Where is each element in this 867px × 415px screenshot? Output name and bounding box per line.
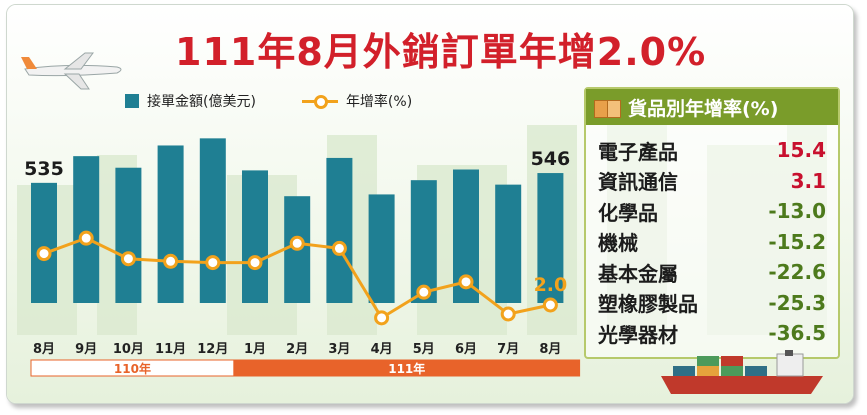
panel-header: 貨品別年增率(%) [586, 89, 838, 125]
row-value: -13.0 [768, 199, 826, 224]
line-point [289, 235, 305, 251]
infographic-frame: 535 546 2.0 8月 9月 10月 11月 12月 1月 2月 3月 4月 5月 6月 7月 8月 … [6, 4, 854, 404]
row-value: -15.2 [768, 229, 826, 254]
boxes-icon [594, 98, 621, 118]
row-value: 3.1 [790, 168, 826, 193]
bar [495, 184, 522, 303]
x-tick-label: 1月 [244, 342, 266, 357]
cargo-ship-icon [661, 350, 823, 394]
row-name: 資訊通信 [598, 170, 678, 195]
line-point [331, 240, 347, 256]
panel-title: 貨品別年增率(%) [628, 97, 779, 120]
x-tick-label: 4月 [371, 342, 393, 357]
panel-rows: 電子產品 15.4 資訊通信 3.1 化學品 -13.0 機械 -15.2 基本金屬 -2… [598, 135, 826, 349]
x-tick-label: 10月 [113, 342, 144, 357]
legend-bar-label: 接單金額(億美元) [147, 94, 256, 110]
x-tick-label: 8月 [539, 342, 561, 357]
x-tick-label: 7月 [497, 342, 519, 357]
legend: 接單金額(億美元) 年增率(%) [125, 91, 412, 111]
line-point [500, 306, 516, 322]
bar [368, 194, 395, 303]
x-tick-label: 9月 [75, 342, 97, 357]
row-value: 15.4 [776, 138, 826, 163]
bar-data-label: 546 [531, 148, 571, 170]
x-tick-label: 5月 [413, 342, 435, 357]
list-item: 基本金屬 -22.6 [598, 257, 826, 288]
line-point [458, 274, 474, 290]
list-item: 資訊通信 3.1 [598, 166, 826, 197]
year-label: 111年 [388, 361, 425, 376]
x-tick-label: 12月 [197, 342, 228, 357]
x-tick-label: 8月 [33, 342, 55, 357]
list-item: 化學品 -13.0 [598, 196, 826, 227]
line-point [36, 246, 52, 262]
row-name: 基本金屬 [598, 261, 678, 286]
line-point [542, 297, 558, 313]
x-tick-label: 6月 [455, 342, 477, 357]
bar-series [31, 138, 564, 303]
bar [73, 156, 100, 303]
row-name: 電子產品 [598, 139, 678, 164]
x-tick-label: 11月 [155, 342, 186, 357]
x-axis-ticks: 8月 9月 10月 11月 12月 1月 2月 3月 4月 5月 6月 7月 8月 [33, 342, 561, 357]
bar [199, 138, 226, 303]
airplane-icon [21, 52, 122, 90]
row-value: -36.5 [768, 321, 826, 346]
legend-bar-swatch [125, 94, 139, 108]
list-item: 機械 -15.2 [598, 227, 826, 258]
line-point [78, 230, 94, 246]
line-point [416, 284, 432, 300]
line-data-label: 2.0 [534, 274, 568, 296]
bar [242, 170, 268, 303]
row-value: -25.3 [768, 290, 826, 315]
row-name: 光學器材 [598, 322, 678, 347]
year-strip: 110年 111年 [30, 359, 581, 377]
bar [537, 173, 564, 303]
year-segment [233, 359, 581, 377]
bar [410, 180, 437, 303]
data-labels: 535 546 2.0 [24, 148, 570, 296]
bar [115, 167, 142, 303]
bar-data-label: 535 [24, 158, 64, 180]
x-tick-label: 3月 [328, 342, 350, 357]
line-point [120, 251, 136, 267]
line-series [36, 230, 558, 326]
line-point [374, 310, 390, 326]
bar [157, 145, 184, 303]
x-tick-label: 2月 [286, 342, 308, 357]
legend-line-label: 年增率(%) [345, 94, 413, 110]
bar [31, 182, 57, 303]
line-point [205, 255, 221, 271]
line-point [163, 253, 179, 269]
line-point [247, 255, 263, 271]
row-value: -22.6 [768, 260, 826, 285]
list-item: 電子產品 15.4 [598, 135, 826, 166]
bar [326, 157, 353, 303]
row-name: 塑橡膠製品 [598, 292, 698, 317]
list-item: 光學器材 -36.5 [598, 318, 826, 349]
row-name: 機械 [598, 231, 638, 256]
row-name: 化學品 [598, 200, 658, 225]
year-label: 110年 [114, 361, 151, 376]
legend-line-swatch [301, 94, 338, 109]
category-growth-panel: 貨品別年增率(%) 電子產品 15.4 資訊通信 3.1 化學品 -13.0 機械 -1… [584, 87, 840, 359]
page-title: 111年8月外銷訂單年增2.0% [175, 30, 707, 74]
list-item: 塑橡膠製品 -25.3 [598, 288, 826, 319]
